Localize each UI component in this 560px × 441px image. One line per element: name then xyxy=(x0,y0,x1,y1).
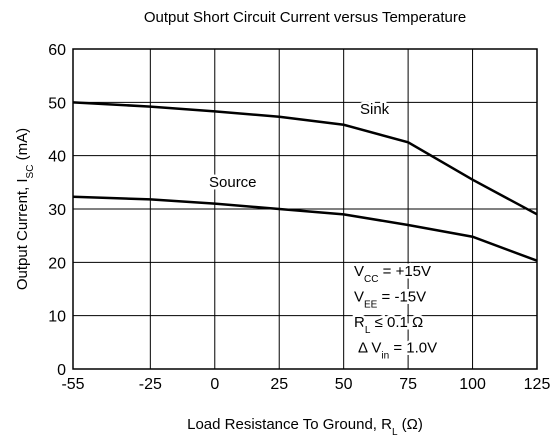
annotation-part: = -15V xyxy=(377,289,426,306)
annotation: VCC = +15V xyxy=(354,263,431,285)
x-tick-label: 0 xyxy=(210,376,219,393)
plot-frame xyxy=(72,48,538,370)
series-label: Source xyxy=(209,174,257,191)
annotation: Δ Vin = 1.0V xyxy=(358,340,437,362)
x-tick-label: 25 xyxy=(270,376,288,393)
annotation-part: V xyxy=(354,289,364,306)
y-axis-label-part: (mA) xyxy=(14,128,31,165)
annotation-part: ≤ 0.1 Ω xyxy=(370,314,423,331)
annotation-part: Δ V xyxy=(358,340,381,357)
x-tick-label: 125 xyxy=(524,376,551,393)
annotation-part: = +15V xyxy=(378,263,431,280)
annotation-part: = 1.0V xyxy=(389,340,437,357)
y-tick-label: 20 xyxy=(48,255,66,272)
annotation: VEE = -15V xyxy=(354,289,426,311)
series-line xyxy=(72,101,538,216)
annotation-part: in xyxy=(381,350,389,361)
annotation: RL ≤ 0.1 Ω xyxy=(354,314,423,336)
x-tick-label: -25 xyxy=(139,376,162,393)
chart-title: Output Short Circuit Current versus Temp… xyxy=(144,9,466,26)
series-label: Sink xyxy=(360,101,390,118)
annotation-part: L xyxy=(365,325,371,336)
x-axis-label: Load Resistance To Ground, RL (Ω) xyxy=(187,416,423,438)
annotation-part: V xyxy=(354,263,364,280)
x-axis-label-part: (Ω) xyxy=(398,416,423,433)
series-line xyxy=(72,195,538,262)
y-tick-label: 10 xyxy=(48,309,66,326)
annotation-part: EE xyxy=(364,299,378,310)
x-axis-label-part: L xyxy=(392,427,398,438)
y-tick-label: 0 xyxy=(57,362,66,379)
y-tick-label: 60 xyxy=(48,42,66,59)
y-axis-label-part: Output Current, I xyxy=(14,178,31,290)
x-axis-label-part: Load Resistance To Ground, R xyxy=(187,416,392,433)
annotation-part: R xyxy=(354,314,365,331)
x-tick-label: 100 xyxy=(459,376,486,393)
y-axis-label-part: SC xyxy=(25,165,36,179)
y-tick-label: 40 xyxy=(48,149,66,166)
x-tick-label: 75 xyxy=(399,376,417,393)
annotation-part: CC xyxy=(364,274,378,285)
y-tick-label: 50 xyxy=(48,95,66,112)
x-tick-label: -55 xyxy=(61,376,84,393)
y-axis-label: Output Current, ISC (mA) xyxy=(14,128,36,290)
y-tick-label: 30 xyxy=(48,202,66,219)
x-tick-label: 50 xyxy=(335,376,353,393)
